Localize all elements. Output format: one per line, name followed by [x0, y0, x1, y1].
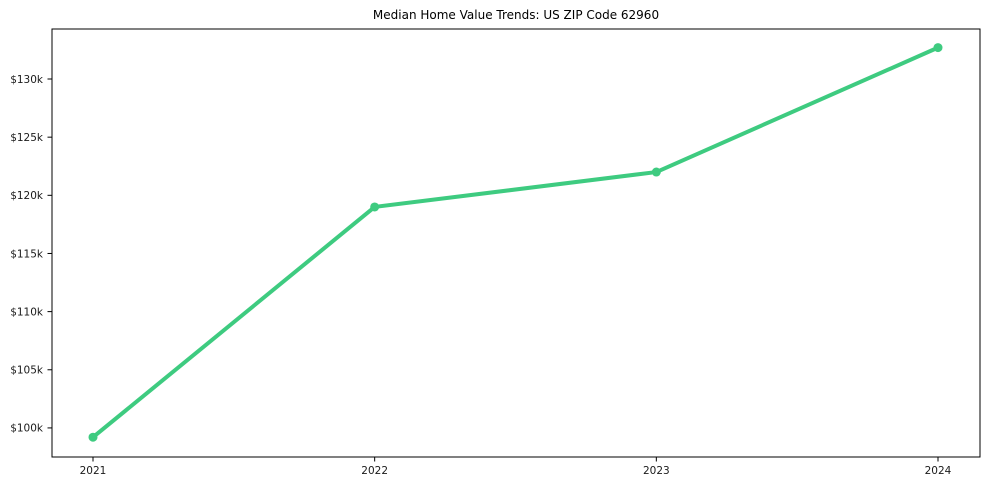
y-tick-label: $120k: [10, 190, 44, 202]
chart-title: Median Home Value Trends: US ZIP Code 62…: [372, 8, 660, 22]
data-point-marker: [651, 167, 661, 177]
y-tick-label: $100k: [10, 423, 44, 435]
trend-line: [91, 45, 940, 440]
data-point-marker: [88, 432, 98, 442]
y-tick-label: $105k: [10, 365, 44, 377]
y-tick-label: $130k: [10, 74, 44, 86]
y-tick-label: $115k: [10, 248, 44, 260]
data-point-marker: [370, 202, 380, 212]
data-point-marker: [933, 43, 943, 53]
plot-border: [51, 28, 981, 458]
y-tick-label: $125k: [10, 132, 44, 144]
x-tick-label: 2023: [643, 465, 670, 477]
y-tick-label: $110k: [10, 306, 44, 318]
x-tick-label: 2021: [80, 465, 107, 477]
x-tick-label: 2022: [361, 465, 388, 477]
x-tick-label: 2024: [925, 465, 952, 477]
